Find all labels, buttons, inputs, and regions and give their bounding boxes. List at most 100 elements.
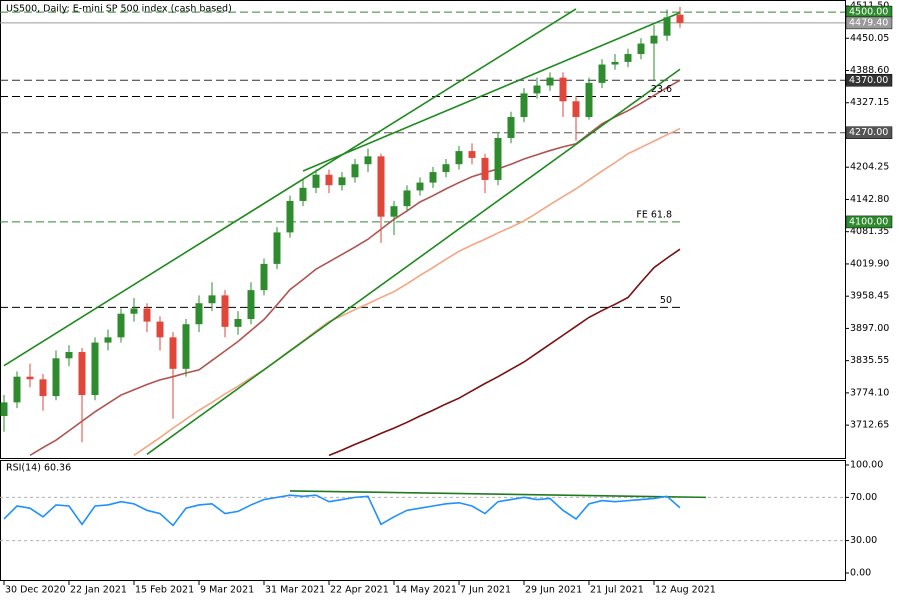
y-tick-label: 4204.25 xyxy=(850,162,889,173)
candle-body xyxy=(429,172,437,183)
candle-body xyxy=(143,308,151,322)
trend-line xyxy=(302,11,681,172)
trend-line xyxy=(146,68,681,455)
candle-body xyxy=(13,376,21,403)
candle-body xyxy=(260,263,268,291)
moving-average xyxy=(133,127,681,457)
candle-body xyxy=(299,187,307,201)
candle-body xyxy=(546,77,554,86)
candle-body xyxy=(663,17,671,36)
candle-body xyxy=(481,157,489,180)
candle-body xyxy=(364,156,372,165)
moving-average xyxy=(29,79,681,457)
candle-body xyxy=(377,156,385,217)
rsi-plot xyxy=(0,490,845,542)
candle-body xyxy=(624,54,632,62)
candle-body xyxy=(533,85,541,94)
level-note: 23.6 xyxy=(651,84,672,95)
chart-title: US500, Daily: E-mini SP 500 index (cash … xyxy=(6,4,232,15)
candle-body xyxy=(156,321,164,338)
candle-body xyxy=(26,376,34,380)
level-box xyxy=(845,215,893,229)
y-tick-label: 30.00 xyxy=(850,535,877,546)
x-tick-label: 22 Apr 2021 xyxy=(330,585,389,596)
x-tick-label: 31 Mar 2021 xyxy=(265,585,325,596)
candle-body xyxy=(442,164,450,173)
candle-body xyxy=(130,308,138,314)
y-tick-label: 0.00 xyxy=(850,567,871,578)
level-note: 50 xyxy=(660,295,672,306)
candle-body xyxy=(65,352,73,359)
candle-body xyxy=(0,402,8,417)
candle-body xyxy=(234,318,242,327)
candle-body xyxy=(221,295,229,327)
candle-body xyxy=(403,190,411,207)
candle-body xyxy=(39,379,47,397)
candle-body xyxy=(325,174,333,186)
y-tick-label: 4388.60 xyxy=(850,65,889,76)
y-tick-label: 4327.15 xyxy=(850,97,889,108)
candle-body xyxy=(91,342,99,396)
x-tick-label: 15 Feb 2021 xyxy=(135,585,194,596)
level-label: 4370.00 xyxy=(849,75,888,86)
x-tick-label: 22 Jan 2021 xyxy=(70,585,127,596)
y-tick-label: 3774.10 xyxy=(850,387,889,398)
y-tick-label: 4081.35 xyxy=(850,226,889,237)
level-note: FE 61.8 xyxy=(636,209,672,220)
candle-body xyxy=(676,14,684,23)
y-tick-label: 3958.45 xyxy=(850,291,889,302)
candle-body xyxy=(637,43,645,55)
candle-body xyxy=(507,116,515,138)
trend-line xyxy=(289,490,707,499)
candle-body xyxy=(494,137,502,180)
candle-body xyxy=(169,337,177,369)
candle-body xyxy=(468,151,476,158)
price-frame xyxy=(0,0,846,459)
candle-body xyxy=(611,61,619,65)
candle-body xyxy=(312,174,320,188)
y-tick-label: 4142.80 xyxy=(850,194,889,205)
x-tick-label: 30 Dec 2020 xyxy=(5,585,66,596)
y-tick-label: 100.00 xyxy=(850,459,883,470)
candle-body xyxy=(104,337,112,343)
price-plot xyxy=(0,6,845,457)
level-box xyxy=(845,74,893,87)
x-tick-label: 7 Jun 2021 xyxy=(460,585,511,596)
level-label: 4270.00 xyxy=(849,127,888,138)
y-tick-label: 3835.55 xyxy=(850,355,889,366)
y-tick-label: 70.00 xyxy=(850,492,877,503)
candle-body xyxy=(247,290,255,319)
x-tick-label: 12 Aug 2021 xyxy=(655,585,716,596)
candle-body xyxy=(520,93,528,117)
candle-body xyxy=(78,352,86,396)
rsi-line xyxy=(3,494,681,527)
candle-body xyxy=(390,206,398,217)
candle-body xyxy=(585,82,593,117)
candle-body xyxy=(559,77,567,102)
y-tick-label: 3897.00 xyxy=(850,323,889,334)
candle-body xyxy=(117,313,125,338)
candle-body xyxy=(52,358,60,397)
level-box xyxy=(845,16,893,30)
rsi-title: RSI(14) 60.36 xyxy=(6,463,71,474)
x-tick-label: 21 Jul 2021 xyxy=(590,585,644,596)
rsi-frame xyxy=(0,460,846,581)
level-label: 4500.00 xyxy=(849,7,888,18)
candle-body xyxy=(195,303,203,325)
level-box xyxy=(845,126,893,139)
candle-body xyxy=(572,101,580,117)
candle-body xyxy=(598,64,606,83)
candle-body xyxy=(286,200,294,233)
candle-body xyxy=(455,151,463,165)
candle-body xyxy=(182,324,190,369)
level-label: 4100.00 xyxy=(849,216,888,227)
trend-line xyxy=(3,8,577,367)
moving-average xyxy=(328,248,681,457)
level-label: 4479.40 xyxy=(849,17,888,28)
y-tick-label: 4450.05 xyxy=(850,33,889,44)
candle-body xyxy=(650,35,658,44)
y-tick-label: 3712.65 xyxy=(850,420,889,431)
x-tick-label: 29 Jun 2021 xyxy=(525,585,582,596)
